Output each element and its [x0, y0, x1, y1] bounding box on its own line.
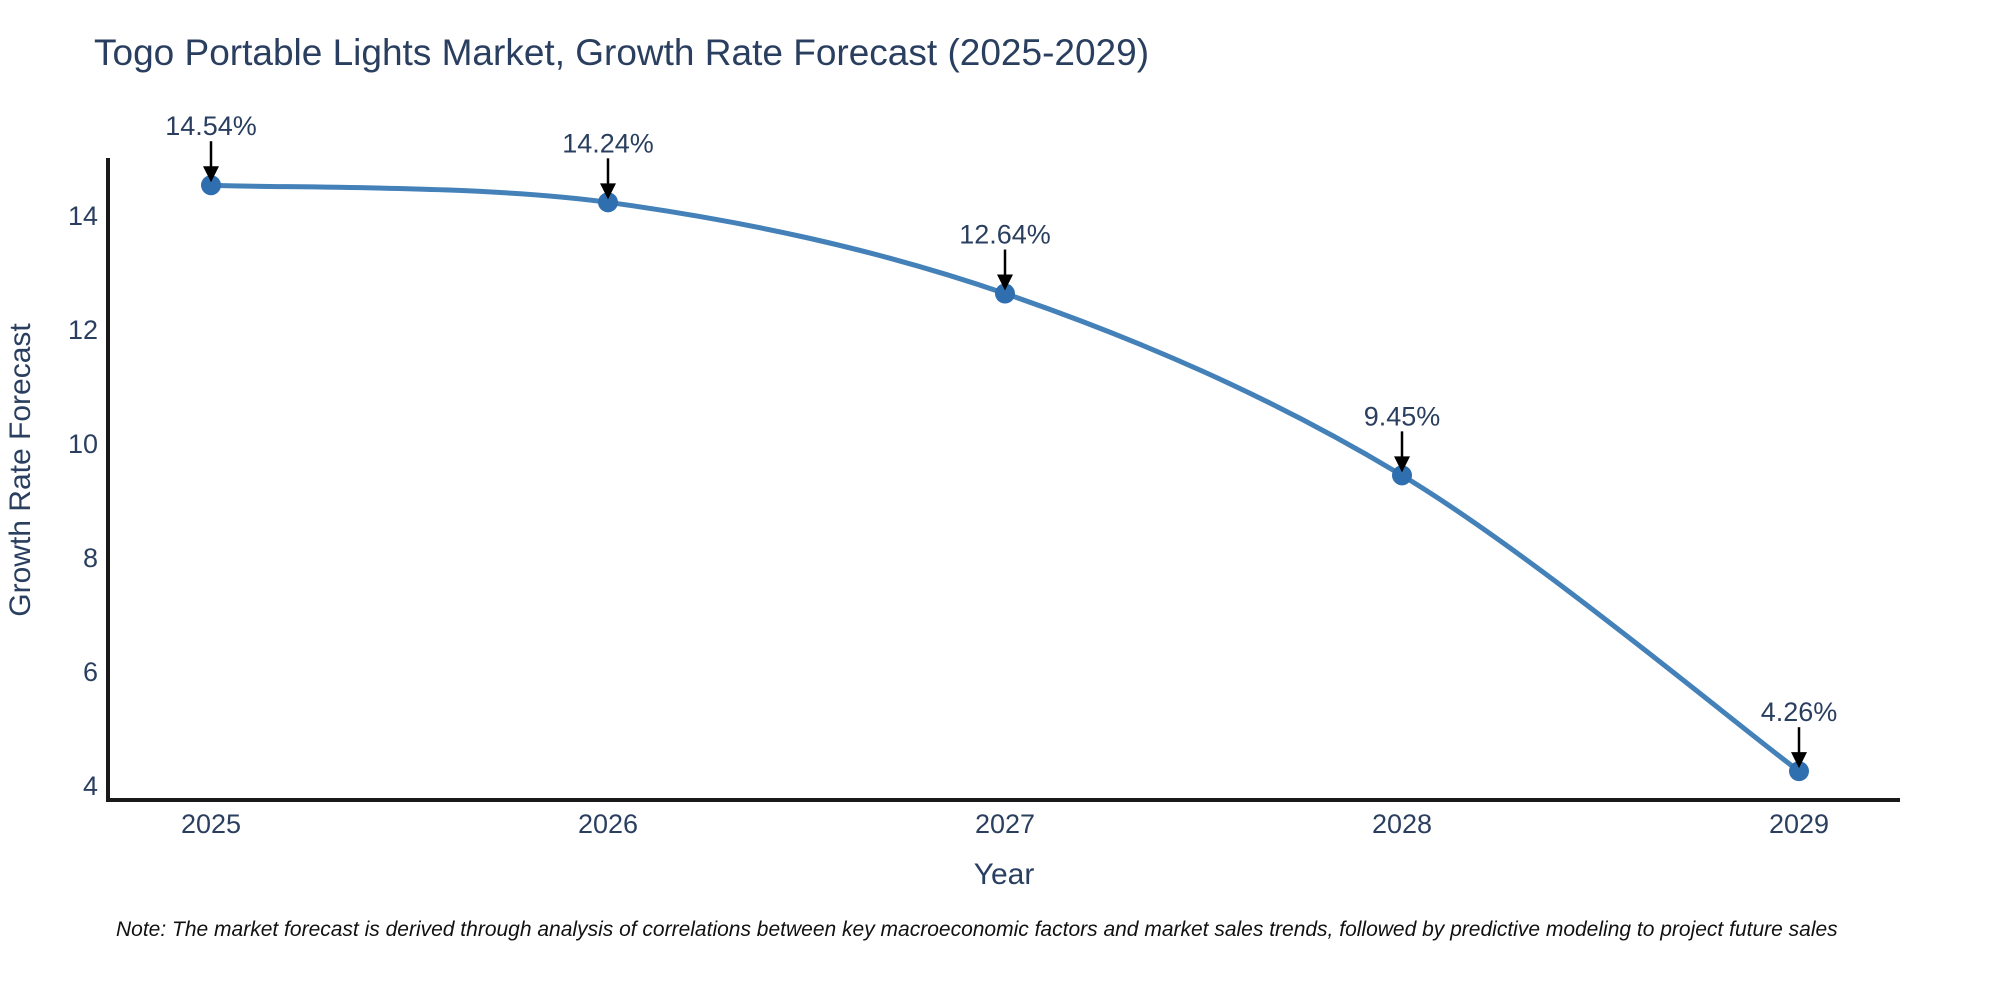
y-tick-label: 8	[83, 543, 98, 573]
point-annotation-label: 9.45%	[1364, 401, 1441, 431]
y-tick-label: 12	[68, 315, 98, 345]
x-tick-label: 2026	[578, 809, 638, 839]
x-tick-label: 2025	[181, 809, 241, 839]
x-tick-label: 2028	[1372, 809, 1432, 839]
data-point-marker	[1392, 465, 1412, 486]
point-annotation-label: 4.26%	[1761, 697, 1838, 727]
annotation-arrowhead	[1791, 752, 1807, 769]
point-annotation-label: 14.54%	[165, 111, 257, 141]
data-point-marker	[1789, 761, 1809, 782]
data-point-marker	[598, 192, 618, 213]
annotation-arrowhead	[600, 183, 616, 200]
data-point-marker	[995, 283, 1015, 304]
x-axis-title: Year	[974, 858, 1035, 891]
y-tick-label: 4	[83, 771, 98, 801]
axis-lines	[106, 158, 1900, 802]
y-tick-label: 14	[68, 201, 98, 231]
x-tick-label: 2027	[975, 809, 1035, 839]
y-tick-label: 10	[68, 429, 98, 459]
data-point-marker	[201, 175, 221, 196]
x-tick-label: 2029	[1769, 809, 1829, 839]
footnote: Note: The market forecast is derived thr…	[116, 918, 1838, 941]
annotation-arrowhead	[203, 166, 219, 183]
point-annotation-label: 12.64%	[959, 220, 1051, 250]
annotation-arrowhead	[997, 274, 1013, 291]
y-tick-label: 6	[83, 657, 98, 687]
series-line	[208, 182, 1802, 774]
chart-title: Togo Portable Lights Market, Growth Rate…	[94, 32, 1150, 73]
annotation-arrowhead	[1394, 456, 1410, 473]
point-annotation-label: 14.24%	[562, 128, 654, 158]
y-axis-title: Growth Rate Forecast	[4, 323, 37, 617]
